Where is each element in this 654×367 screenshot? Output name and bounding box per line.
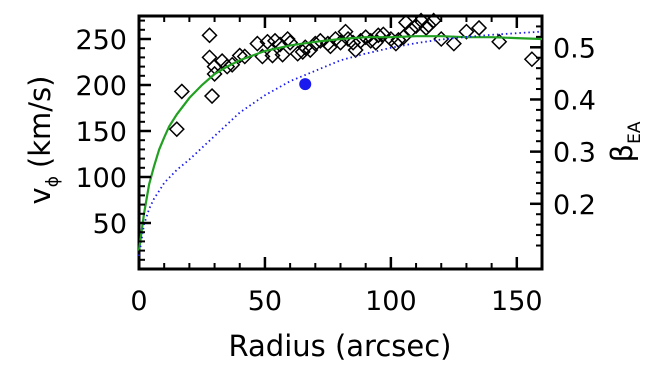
velocity-data-point [523,51,540,68]
velocity-data-point [425,12,442,29]
velocity-data-point [203,87,221,105]
tick-layer: 0 50 100 150 50 100 150 200 250 0.2 0.3 0.4 0.5 [75,16,596,317]
velocity-data-point [302,41,319,59]
y-axis-title: vϕ (km/s) [23,76,63,205]
velocity-data-point [345,34,362,51]
velocity-data-point [294,43,311,60]
y-tick-label: 50 [93,209,127,240]
velocity-data-point [375,26,392,43]
y2-tick-label: 0.2 [553,190,596,221]
x-tick-label: 100 [365,286,417,317]
velocity-data-point [470,19,488,37]
velocity-data-point [259,33,276,50]
y2-tick-label: 0.4 [553,85,596,116]
y-axis-title-unit: (km/s) [23,76,57,169]
velocity-data-point [173,83,190,100]
highlight-point [299,78,312,91]
velocity-data-point [397,14,415,31]
x-axis-title: Radius (arcsec) [229,329,452,363]
velocity-data-point [445,35,462,52]
velocity-data-point [370,27,387,44]
y2-tick-label: 0.5 [553,33,596,64]
beta-model-curve [138,30,543,257]
x-tick-label: 50 [248,286,282,317]
y-axis-title-main: v [23,187,57,204]
y-tick-label: 150 [75,117,127,148]
velocity-data-point [420,17,437,34]
velocity-data-point [491,33,508,50]
y-tick-label: 250 [75,25,127,56]
x-tick-label: 150 [491,286,543,317]
velocity-data-point [236,48,253,65]
y-axis-title-sub: ϕ [43,176,63,187]
y2-axis-title-sub: EA [625,121,645,144]
velocity-data-point [201,27,218,44]
velocity-data-point [249,35,266,52]
velocity-data-point [231,47,248,64]
velocity-data-point [168,121,185,138]
y2-axis-title-main: β [605,144,639,163]
velocity-data-point [274,46,291,63]
y-tick-label: 200 [75,71,127,102]
velocity-data-point [408,18,425,35]
velocity-model-curve [137,35,543,251]
velocity-data-point [282,34,299,51]
velocity-data-point [201,49,218,66]
y-tick-label: 100 [75,163,127,194]
series-layer [137,12,543,257]
y2-tick-label: 0.3 [553,138,596,169]
velocity-data-point [458,23,475,40]
y2-axis-title: βEA [605,121,645,162]
svg-text:βEA: βEA [605,121,645,162]
x-tick-label: 0 [130,286,147,317]
plot-frame [137,14,544,271]
svg-text:vϕ(km/s): vϕ (km/s) [23,76,63,205]
